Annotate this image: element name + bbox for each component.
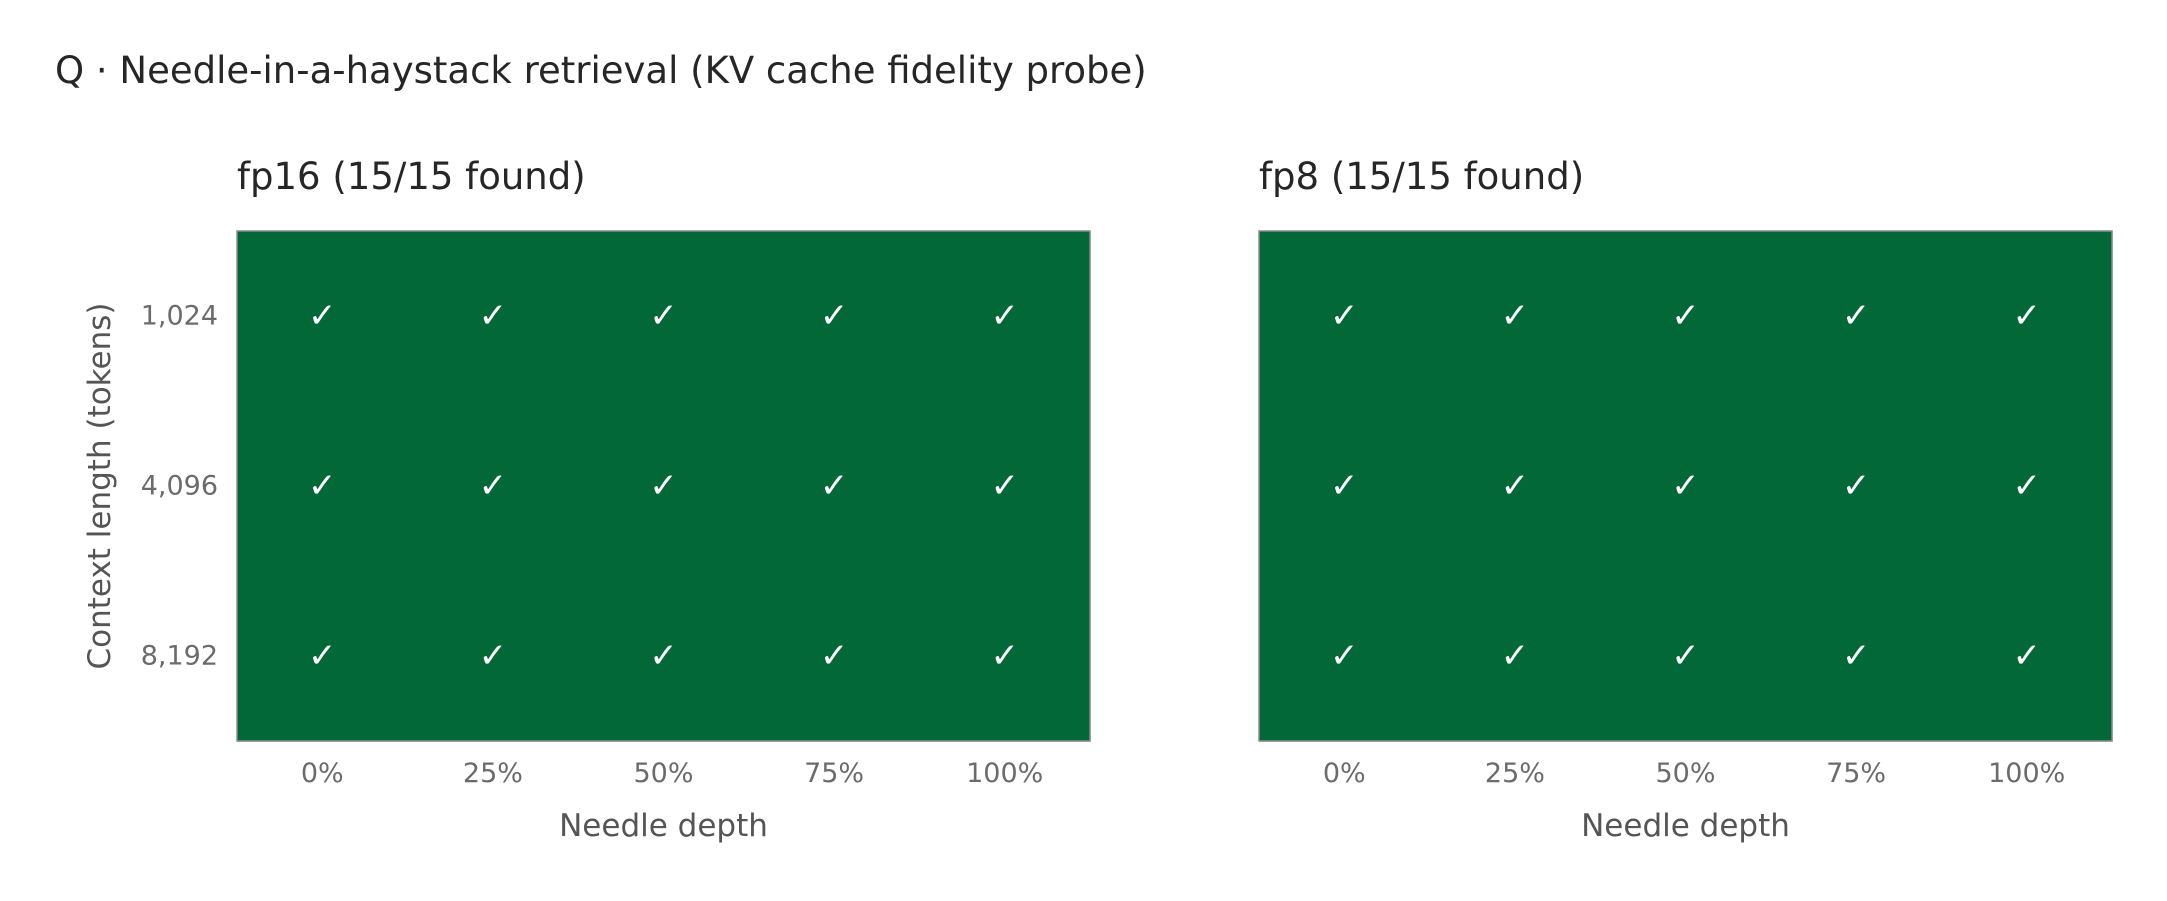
panel-1-cell [237,231,409,402]
panel-2-cell [1941,401,2113,572]
panel-2-cell-mark: ✓ [2012,296,2041,336]
panel-1-x-tick-label: 100% [966,758,1043,789]
panel-1-cell [919,231,1091,402]
panel-1-x-tick-label: 0% [301,758,344,789]
panel-1-cell [237,401,409,572]
panel-2-cell [1941,571,2113,742]
panel-1-cell-mark: ✓ [820,466,849,506]
panel-1-cell-mark: ✓ [308,466,337,506]
panel-1-cell-mark: ✓ [479,466,508,506]
panel-1-cell-mark: ✓ [649,466,678,506]
panel-2-x-axis-label: Needle depth [1581,808,1790,844]
panel-2-x-tick-label: 0% [1323,758,1366,789]
panel-2-cell-mark: ✓ [1671,466,1700,506]
panel-2-frame [1258,230,2113,742]
panel-1-cell [407,571,579,742]
panel-2-x-tick-label: 25% [1485,758,1545,789]
panel-1-frame [236,230,1091,742]
panel-2-cell-mark: ✓ [1501,636,1530,676]
panel-2-cell-mark: ✓ [1842,466,1871,506]
panel-1-cell [919,401,1091,572]
panel-1-cell-mark: ✓ [308,636,337,676]
panel-2-cell [1429,571,1601,742]
panel-2-cell-mark: ✓ [1330,466,1359,506]
panel-2-x-tick-label: 100% [1988,758,2065,789]
panel-2-cell-mark: ✓ [1330,296,1359,336]
panel-1-cell [748,401,920,572]
panel-1-cell [407,401,579,572]
panel-1-cell [578,231,750,402]
panel-1-cell [748,231,920,402]
panel-1-cell-mark: ✓ [820,296,849,336]
panel-2-cell-mark: ✓ [1842,296,1871,336]
panel-2-x-tick-label: 50% [1655,758,1715,789]
panel-1-cell [919,571,1091,742]
panel-2-cell [1600,231,1772,402]
panel-2-cell [1429,231,1601,402]
panel-1-x-axis-label: Needle depth [559,808,768,844]
panel-2-cell-mark: ✓ [1501,466,1530,506]
panel-1-x-tick-label: 50% [633,758,693,789]
panel-1-cell-mark: ✓ [990,466,1019,506]
panel-2-cell [1259,401,1431,572]
panel-1-x-tick-label: 25% [463,758,523,789]
panel-1-cell-mark: ✓ [649,296,678,336]
panel-1-cell [237,571,409,742]
panel-1-x-tick-label: 75% [804,758,864,789]
panel-1-cell-mark: ✓ [820,636,849,676]
panel-2-cell-mark: ✓ [1842,636,1871,676]
panel-2-cell [1600,571,1772,742]
panel-1-cell-mark: ✓ [479,296,508,336]
panel-2-cell-mark: ✓ [1671,636,1700,676]
panel-2-cell-mark: ✓ [1501,296,1530,336]
panel-2-cell-mark: ✓ [2012,636,2041,676]
panel-2-cell [1770,231,1942,402]
panel-1-y-tick-label: 4,096 [141,471,218,502]
panel-1-cell-mark: ✓ [990,296,1019,336]
panel-2-cell-mark: ✓ [1330,636,1359,676]
panel-2-cell [1259,571,1431,742]
panel-1-cell-mark: ✓ [479,636,508,676]
panel-1-cell [578,401,750,572]
panel-2-title: fp8 (15/15 found) [1259,155,1584,198]
figure-title: Q · Needle-in-a-haystack retrieval (KV c… [55,49,1147,92]
panel-1-cell-mark: ✓ [649,636,678,676]
panel-2-x-tick-label: 75% [1826,758,1886,789]
panel-2-cell-mark: ✓ [1671,296,1700,336]
panel-2-cell [1770,571,1942,742]
panel-2-cell [1259,231,1431,402]
panel-2-cell [1600,401,1772,572]
panel-1-y-tick-label: 1,024 [141,301,218,332]
panel-1-title: fp16 (15/15 found) [237,155,586,198]
panel-2-cell [1770,401,1942,572]
panel-1-cell-mark: ✓ [990,636,1019,676]
panel-2-cell [1941,231,2113,402]
panel-2-cell-mark: ✓ [2012,466,2041,506]
panel-1-y-tick-label: 8,192 [141,641,218,672]
panel-1-cell-mark: ✓ [308,296,337,336]
panel-2-cell [1429,401,1601,572]
panel-1-cell [748,571,920,742]
panel-1-cell [407,231,579,402]
panel-1-cell [578,571,750,742]
panel-1-y-axis-label: Context length (tokens) [82,303,118,670]
